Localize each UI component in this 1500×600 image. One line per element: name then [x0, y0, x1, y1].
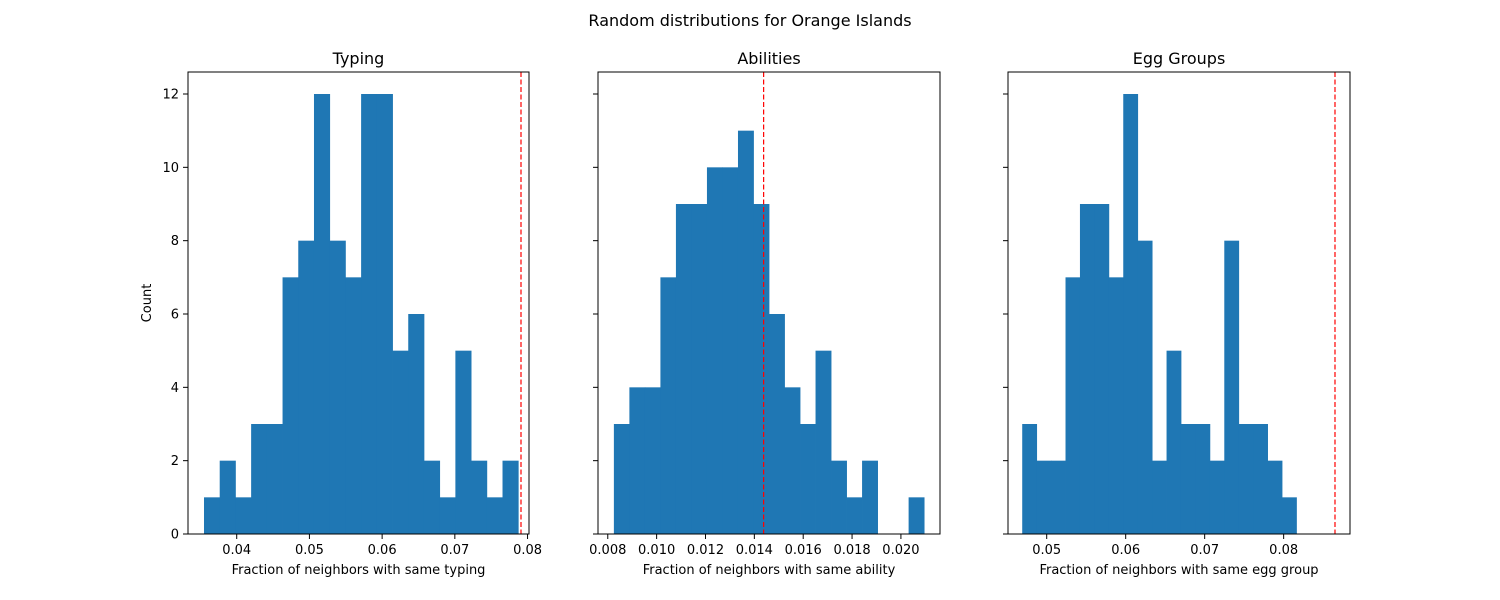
- x-tick-label: 0.016: [785, 543, 822, 558]
- axes-frame: [187, 71, 530, 535]
- histogram-bar: [1094, 204, 1110, 534]
- x-tick-label: 0.014: [736, 543, 773, 558]
- subplot-1: 0.04 0.05 0.06 0.07 0.08 0 2 4 6 8 10 12 Typing Fract…: [140, 49, 542, 578]
- histogram-bar: [1137, 240, 1153, 534]
- x-tick-label: 0.07: [1190, 543, 1219, 558]
- figure-title: Random distributions for Orange Islands: [588, 11, 911, 30]
- y-tick-label: 10: [162, 161, 179, 176]
- x-tick-label: 0.04: [222, 543, 251, 558]
- histogram-bar: [691, 204, 708, 534]
- histogram-bar: [1108, 277, 1124, 534]
- subplot-title: Typing: [332, 49, 385, 68]
- y-tick-label: 8: [171, 234, 179, 249]
- x-tick-label: 0.05: [1032, 543, 1061, 558]
- histogram-bar: [266, 424, 283, 534]
- histogram-bar: [769, 314, 785, 534]
- x-tick-label: 0.020: [882, 543, 919, 558]
- histogram-bar: [1253, 424, 1268, 534]
- histogram-bar: [1209, 460, 1225, 534]
- x-tick-label: 0.018: [833, 543, 870, 558]
- histogram-bar: [282, 277, 299, 534]
- histogram-bar: [219, 460, 236, 534]
- y-tick-label: 6: [171, 308, 179, 323]
- histogram-bar: [251, 424, 268, 534]
- histogram-bar: [784, 387, 801, 534]
- x-tick-label: 0.010: [638, 543, 675, 558]
- histogram-bar: [361, 94, 378, 534]
- histogram-bar: [1036, 460, 1052, 534]
- histogram-bar: [1123, 94, 1139, 534]
- y-tick-label: 0: [171, 528, 179, 543]
- histogram-bar: [644, 387, 661, 534]
- y-axis-label: Count: [140, 284, 155, 323]
- y-tick-label: 12: [162, 88, 179, 103]
- x-tick-label: 0.012: [687, 543, 724, 558]
- histogram-bar: [846, 497, 863, 534]
- histogram-bar: [1267, 460, 1283, 534]
- histogram-bar: [345, 277, 362, 534]
- histogram-bar: [706, 167, 723, 535]
- subplot-title: Egg Groups: [1133, 49, 1226, 68]
- histogram-bar: [313, 94, 331, 534]
- histogram-bar: [408, 314, 425, 534]
- subplot-3: 0.05 0.06 0.07 0.08 Egg Groups Fraction of ne…: [1003, 49, 1351, 578]
- histogram-bar: [1065, 277, 1081, 534]
- histogram-bar: [722, 167, 739, 535]
- histogram-bar: [862, 460, 878, 534]
- histogram-bar: [471, 460, 488, 534]
- histogram-bar: [486, 497, 503, 534]
- axes-frame: [1007, 71, 1351, 535]
- histogram-bar: [1051, 460, 1066, 534]
- histogram-bar: [815, 350, 832, 534]
- x-tick-label: 0.008: [589, 543, 626, 558]
- axes-frame: [597, 71, 941, 535]
- x-axis-label: Fraction of neighbors with same typing: [232, 563, 486, 578]
- subplots: 0.04 0.05 0.06 0.07 0.08 0 2 4 6 8 10 12 Typing Fract…: [140, 49, 1351, 578]
- histogram-bar: [329, 240, 346, 534]
- subplot-title: Abilities: [737, 49, 800, 68]
- histogram-bar: [235, 497, 252, 534]
- histogram-bar: [660, 277, 677, 534]
- histogram-bar: [675, 204, 692, 534]
- histogram-bar: [908, 497, 925, 534]
- histogram-bar: [439, 497, 456, 534]
- histogram-bar: [455, 350, 472, 534]
- histogram-bar: [423, 460, 441, 534]
- histogram-bar: [1166, 350, 1182, 534]
- histogram-bar: [800, 424, 816, 534]
- histogram-bar: [737, 130, 754, 534]
- x-tick-label: 0.08: [1269, 543, 1298, 558]
- histogram-bar: [1152, 460, 1167, 534]
- histogram-bar: [376, 94, 393, 534]
- histogram-bar: [1079, 204, 1095, 534]
- x-axis-label: Fraction of neighbors with same ability: [643, 563, 896, 578]
- histogram-bar: [1195, 424, 1211, 534]
- histogram-bar: [1224, 240, 1240, 534]
- histogram-bar: [831, 460, 847, 534]
- x-tick-label: 0.07: [440, 543, 469, 558]
- histogram-bar: [392, 350, 409, 534]
- histogram-bar: [613, 424, 630, 534]
- histogram-bar: [298, 240, 315, 534]
- subplot-2: 0.008 0.010 0.012 0.014 0.016 0.018 0.020 Abili…: [589, 49, 941, 578]
- histogram-bar: [1022, 424, 1038, 534]
- histogram-bar: [1180, 424, 1196, 534]
- x-tick-label: 0.06: [1111, 543, 1140, 558]
- histogram-bar: [1238, 424, 1254, 534]
- x-tick-label: 0.08: [513, 543, 542, 558]
- histogram-bar: [753, 204, 770, 534]
- x-axis-label: Fraction of neighbors with same egg grou…: [1039, 563, 1318, 578]
- histogram-bar: [502, 460, 519, 534]
- histogram-bar: [203, 497, 221, 534]
- y-tick-label: 4: [171, 381, 179, 396]
- histogram-bar: [1282, 497, 1297, 534]
- histogram-bar: [629, 387, 646, 534]
- x-tick-label: 0.06: [368, 543, 397, 558]
- x-tick-label: 0.05: [295, 543, 324, 558]
- y-tick-label: 2: [171, 454, 179, 469]
